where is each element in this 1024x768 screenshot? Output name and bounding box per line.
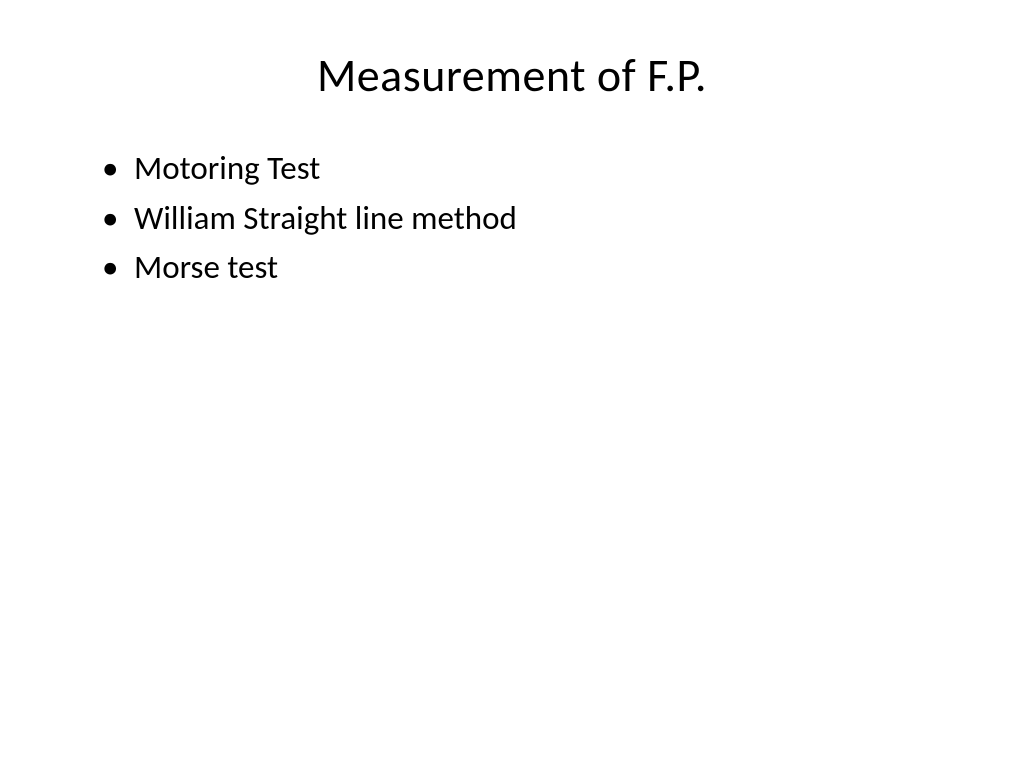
slide-container: Measurement of F.P. Motoring Test Willia… [0,0,1024,768]
bullet-item: William Straight line method [102,194,934,244]
bullet-item: Morse test [102,243,934,293]
bullet-item: Motoring Test [102,144,934,194]
slide-title: Measurement of F.P. [90,48,934,104]
bullet-list: Motoring Test William Straight line meth… [90,144,934,293]
